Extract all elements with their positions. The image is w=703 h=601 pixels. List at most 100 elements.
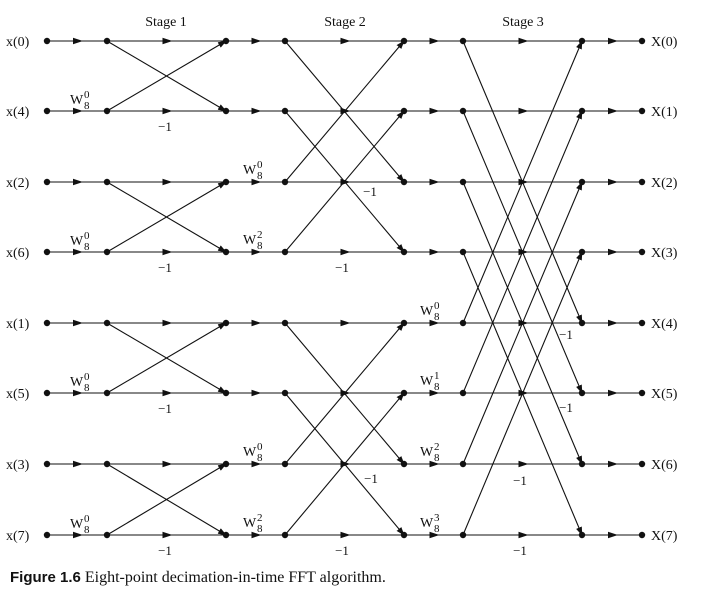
node-r0-c1 <box>103 37 111 45</box>
twiddle-s3-3-base: W <box>420 516 434 531</box>
twiddle-s3-2: W 28 <box>420 441 440 464</box>
node-r1-c2 <box>222 107 230 115</box>
s1-b0-up <box>106 40 227 112</box>
output-label-0: X(0) <box>651 35 678 50</box>
node-r6-c3 <box>281 460 289 468</box>
input-label-4: x(1) <box>6 317 30 332</box>
node-r2-c3 <box>281 178 289 186</box>
row2-seg5-arrowhead <box>518 178 529 186</box>
row7-seg5-arrowhead <box>518 531 529 539</box>
output-label-7: X(7) <box>651 529 678 544</box>
row2-seg2-arrowhead <box>251 178 262 186</box>
twiddle-s2-2-base: W <box>243 445 257 460</box>
node-r4-c6 <box>578 319 586 327</box>
twiddle-s1-2-sub: 8 <box>84 382 90 394</box>
row4-seg0-arrowhead <box>73 319 83 327</box>
twiddle-s2-2: W 08 <box>243 441 263 464</box>
row0-seg3-arrowhead <box>340 37 351 45</box>
node-r3-c5 <box>459 248 467 256</box>
node-r4-c3 <box>281 319 289 327</box>
row7-seg4-arrowhead <box>429 531 440 539</box>
node-r1-c1 <box>103 107 111 115</box>
row5-seg0-arrowhead <box>73 389 83 397</box>
twiddle-s2-3: W 28 <box>243 512 263 535</box>
node-r7-c2 <box>222 531 230 539</box>
twiddle-s1-0: W 08 <box>70 89 90 112</box>
signal-lines <box>47 37 642 539</box>
twiddle-s2-0-sub: 8 <box>257 170 263 182</box>
row6-seg2-arrowhead <box>251 460 262 468</box>
node-r2-c4 <box>400 178 408 186</box>
row0-seg6-arrowhead <box>608 37 618 45</box>
row3-seg3-arrowhead <box>340 248 351 256</box>
row5-seg4-arrowhead <box>429 389 440 397</box>
row2-seg0-arrowhead <box>73 178 83 186</box>
node-r5-c7 <box>638 389 646 397</box>
row7-seg1-arrowhead <box>162 531 173 539</box>
twiddle-s3-3: W 38 <box>420 512 440 535</box>
node-r4-c4 <box>400 319 408 327</box>
node-r1-c3 <box>281 107 289 115</box>
output-label-2: X(2) <box>651 176 678 191</box>
node-r7-c3 <box>281 531 289 539</box>
s3-b0-up <box>462 40 583 324</box>
node-r0-c4 <box>400 37 408 45</box>
node-r1-c6 <box>578 107 586 115</box>
twiddle-s2-3-sub: 8 <box>257 523 263 535</box>
node-r5-c1 <box>103 389 111 397</box>
node-r3-c7 <box>638 248 646 256</box>
output-label-3: X(3) <box>651 246 678 261</box>
twiddle-s1-1-sub: 8 <box>84 241 90 253</box>
node-r2-c1 <box>103 178 111 186</box>
row5-seg2-arrowhead <box>251 389 262 397</box>
row1-seg5-arrowhead <box>518 107 529 115</box>
node-r3-c2 <box>222 248 230 256</box>
row6-seg1-arrowhead <box>162 460 173 468</box>
twiddle-s3-3-sub: 8 <box>434 523 440 535</box>
s3-b2-up <box>462 181 583 465</box>
s1-b3-up <box>106 463 227 536</box>
twiddle-s2-0: W 08 <box>243 159 263 182</box>
node-r3-c4 <box>400 248 408 256</box>
node-r0-c0 <box>43 37 51 45</box>
row2-seg4-arrowhead <box>429 178 440 186</box>
caption-label: Figure 1.6 <box>10 569 81 586</box>
twiddle-s3-1-exp: 1 <box>434 370 440 382</box>
node-r5-c3 <box>281 389 289 397</box>
node-r2-c0 <box>43 178 51 186</box>
row5-seg6-arrowhead <box>608 389 618 397</box>
node-r0-c7 <box>638 37 646 45</box>
node-r6-c6 <box>578 460 586 468</box>
minus-one-s3-3: −1 <box>513 543 527 558</box>
row3-seg4-arrowhead <box>429 248 440 256</box>
s2-b0-up <box>284 40 405 183</box>
row1-seg4-arrowhead <box>429 107 440 115</box>
twiddle-s2-3-base: W <box>243 516 257 531</box>
node-r4-c0 <box>43 319 51 327</box>
minus-one-s2-3: −1 <box>335 543 349 558</box>
row0-seg4-arrowhead <box>429 37 440 45</box>
minus-one-s1-2: −1 <box>158 401 172 416</box>
minus-one-s2-0: −1 <box>363 184 377 199</box>
twiddle-s1-3-sub: 8 <box>84 524 90 536</box>
twiddle-s2-2-exp: 0 <box>257 441 263 453</box>
fft-butterfly-diagram: Stage 1 Stage 2 Stage 3 x(0) x(4) x(2) x(6) x(1… <box>6 15 678 558</box>
row7-seg3-arrowhead <box>340 531 351 539</box>
twiddle-s1-0-base: W <box>70 93 84 108</box>
twiddle-s2-1-exp: 2 <box>257 229 263 241</box>
labels: Stage 1 Stage 2 Stage 3 x(0) x(4) x(2) x(6) x(1… <box>6 15 678 558</box>
node-r7-c0 <box>43 531 51 539</box>
node-r2-c7 <box>638 178 646 186</box>
row4-seg5-arrowhead <box>518 319 529 327</box>
node-r5-c0 <box>43 389 51 397</box>
twiddle-s1-1-base: W <box>70 234 84 249</box>
row2-seg6-arrowhead <box>608 178 618 186</box>
s2-b2-up <box>284 322 405 465</box>
node-r7-c7 <box>638 531 646 539</box>
node-r1-c4 <box>400 107 408 115</box>
s3-b3-up <box>462 251 583 536</box>
minus-one-s2-1: −1 <box>335 260 349 275</box>
twiddle-s3-2-sub: 8 <box>434 452 440 464</box>
row7-seg2-arrowhead <box>251 531 262 539</box>
twiddle-s3-0-base: W <box>420 304 434 319</box>
